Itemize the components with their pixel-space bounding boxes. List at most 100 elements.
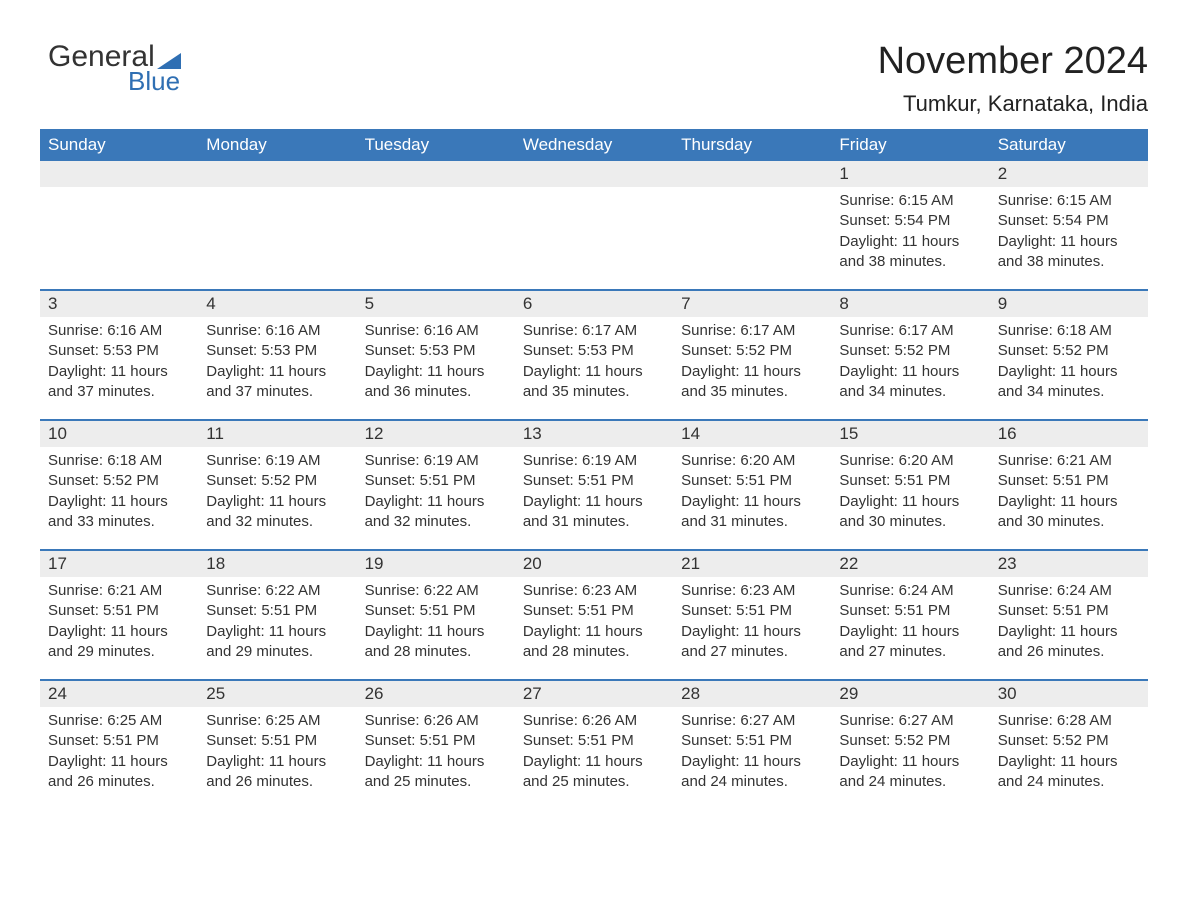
day-cell: 29Sunrise: 6:27 AMSunset: 5:52 PMDayligh… <box>831 681 989 809</box>
calendar: Sunday Monday Tuesday Wednesday Thursday… <box>40 129 1148 809</box>
day-cell: 1Sunrise: 6:15 AMSunset: 5:54 PMDaylight… <box>831 161 989 289</box>
sunset-text: Sunset: 5:52 PM <box>681 341 823 361</box>
day-cell: 27Sunrise: 6:26 AMSunset: 5:51 PMDayligh… <box>515 681 673 809</box>
day-number: 29 <box>831 681 989 707</box>
sunset-text: Sunset: 5:51 PM <box>681 471 823 491</box>
day-details: Sunrise: 6:25 AMSunset: 5:51 PMDaylight:… <box>40 707 198 798</box>
day-details: Sunrise: 6:20 AMSunset: 5:51 PMDaylight:… <box>673 447 831 538</box>
weekday-header: Thursday <box>673 129 831 161</box>
day-cell: 5Sunrise: 6:16 AMSunset: 5:53 PMDaylight… <box>357 291 515 419</box>
day-details: Sunrise: 6:23 AMSunset: 5:51 PMDaylight:… <box>673 577 831 668</box>
day-cell: 23Sunrise: 6:24 AMSunset: 5:51 PMDayligh… <box>990 551 1148 679</box>
weekday-header: Sunday <box>40 129 198 161</box>
day-cell: 25Sunrise: 6:25 AMSunset: 5:51 PMDayligh… <box>198 681 356 809</box>
sunset-text: Sunset: 5:52 PM <box>839 731 981 751</box>
day-details: Sunrise: 6:27 AMSunset: 5:52 PMDaylight:… <box>831 707 989 798</box>
sunrise-text: Sunrise: 6:18 AM <box>48 451 190 471</box>
sunset-text: Sunset: 5:53 PM <box>365 341 507 361</box>
day-number: 10 <box>40 421 198 447</box>
day-details: Sunrise: 6:21 AMSunset: 5:51 PMDaylight:… <box>990 447 1148 538</box>
daylight-text: Daylight: 11 hours and 38 minutes. <box>998 232 1140 273</box>
sunset-text: Sunset: 5:52 PM <box>839 341 981 361</box>
sunrise-text: Sunrise: 6:20 AM <box>681 451 823 471</box>
day-details: Sunrise: 6:27 AMSunset: 5:51 PMDaylight:… <box>673 707 831 798</box>
weekday-header: Wednesday <box>515 129 673 161</box>
sunset-text: Sunset: 5:51 PM <box>523 731 665 751</box>
sunset-text: Sunset: 5:51 PM <box>206 601 348 621</box>
day-cell: 28Sunrise: 6:27 AMSunset: 5:51 PMDayligh… <box>673 681 831 809</box>
day-number: 26 <box>357 681 515 707</box>
week-row: 17Sunrise: 6:21 AMSunset: 5:51 PMDayligh… <box>40 549 1148 679</box>
day-number: 27 <box>515 681 673 707</box>
day-cell: 13Sunrise: 6:19 AMSunset: 5:51 PMDayligh… <box>515 421 673 549</box>
sunrise-text: Sunrise: 6:28 AM <box>998 711 1140 731</box>
day-number: 5 <box>357 291 515 317</box>
day-details: Sunrise: 6:16 AMSunset: 5:53 PMDaylight:… <box>198 317 356 408</box>
sunset-text: Sunset: 5:52 PM <box>48 471 190 491</box>
daylight-text: Daylight: 11 hours and 28 minutes. <box>365 622 507 663</box>
daylight-text: Daylight: 11 hours and 37 minutes. <box>48 362 190 403</box>
sunrise-text: Sunrise: 6:20 AM <box>839 451 981 471</box>
day-cell: 22Sunrise: 6:24 AMSunset: 5:51 PMDayligh… <box>831 551 989 679</box>
sunrise-text: Sunrise: 6:17 AM <box>523 321 665 341</box>
sunrise-text: Sunrise: 6:26 AM <box>365 711 507 731</box>
sunrise-text: Sunrise: 6:21 AM <box>48 581 190 601</box>
day-cell: 16Sunrise: 6:21 AMSunset: 5:51 PMDayligh… <box>990 421 1148 549</box>
sunset-text: Sunset: 5:51 PM <box>365 731 507 751</box>
daylight-text: Daylight: 11 hours and 26 minutes. <box>998 622 1140 663</box>
day-number: 24 <box>40 681 198 707</box>
sunset-text: Sunset: 5:51 PM <box>48 601 190 621</box>
sunrise-text: Sunrise: 6:27 AM <box>681 711 823 731</box>
daylight-text: Daylight: 11 hours and 32 minutes. <box>206 492 348 533</box>
day-details: Sunrise: 6:18 AMSunset: 5:52 PMDaylight:… <box>990 317 1148 408</box>
day-cell: 3Sunrise: 6:16 AMSunset: 5:53 PMDaylight… <box>40 291 198 419</box>
daylight-text: Daylight: 11 hours and 26 minutes. <box>206 752 348 793</box>
sunrise-text: Sunrise: 6:25 AM <box>206 711 348 731</box>
day-number: 1 <box>831 161 989 187</box>
day-number: 7 <box>673 291 831 317</box>
daylight-text: Daylight: 11 hours and 35 minutes. <box>681 362 823 403</box>
weekday-header: Tuesday <box>357 129 515 161</box>
day-cell: 4Sunrise: 6:16 AMSunset: 5:53 PMDaylight… <box>198 291 356 419</box>
daylight-text: Daylight: 11 hours and 25 minutes. <box>523 752 665 793</box>
day-details: Sunrise: 6:17 AMSunset: 5:53 PMDaylight:… <box>515 317 673 408</box>
day-details: Sunrise: 6:25 AMSunset: 5:51 PMDaylight:… <box>198 707 356 798</box>
daylight-text: Daylight: 11 hours and 30 minutes. <box>998 492 1140 533</box>
day-details: Sunrise: 6:18 AMSunset: 5:52 PMDaylight:… <box>40 447 198 538</box>
daylight-text: Daylight: 11 hours and 29 minutes. <box>48 622 190 663</box>
daylight-text: Daylight: 11 hours and 27 minutes. <box>681 622 823 663</box>
daylight-text: Daylight: 11 hours and 33 minutes. <box>48 492 190 533</box>
daylight-text: Daylight: 11 hours and 35 minutes. <box>523 362 665 403</box>
day-number: 21 <box>673 551 831 577</box>
day-number: 25 <box>198 681 356 707</box>
daylight-text: Daylight: 11 hours and 24 minutes. <box>998 752 1140 793</box>
daylight-text: Daylight: 11 hours and 30 minutes. <box>839 492 981 533</box>
sunrise-text: Sunrise: 6:15 AM <box>998 191 1140 211</box>
day-cell <box>515 161 673 289</box>
day-number: 30 <box>990 681 1148 707</box>
day-number: 11 <box>198 421 356 447</box>
day-number <box>40 161 198 187</box>
daylight-text: Daylight: 11 hours and 38 minutes. <box>839 232 981 273</box>
sunrise-text: Sunrise: 6:26 AM <box>523 711 665 731</box>
daylight-text: Daylight: 11 hours and 31 minutes. <box>523 492 665 533</box>
sunset-text: Sunset: 5:51 PM <box>206 731 348 751</box>
week-row: 24Sunrise: 6:25 AMSunset: 5:51 PMDayligh… <box>40 679 1148 809</box>
day-cell: 18Sunrise: 6:22 AMSunset: 5:51 PMDayligh… <box>198 551 356 679</box>
day-number <box>515 161 673 187</box>
day-details: Sunrise: 6:24 AMSunset: 5:51 PMDaylight:… <box>831 577 989 668</box>
day-details: Sunrise: 6:26 AMSunset: 5:51 PMDaylight:… <box>515 707 673 798</box>
sunset-text: Sunset: 5:53 PM <box>523 341 665 361</box>
day-cell: 15Sunrise: 6:20 AMSunset: 5:51 PMDayligh… <box>831 421 989 549</box>
day-details: Sunrise: 6:15 AMSunset: 5:54 PMDaylight:… <box>831 187 989 278</box>
sunrise-text: Sunrise: 6:22 AM <box>365 581 507 601</box>
sunset-text: Sunset: 5:52 PM <box>998 341 1140 361</box>
day-number: 6 <box>515 291 673 317</box>
weekday-header-row: Sunday Monday Tuesday Wednesday Thursday… <box>40 129 1148 161</box>
daylight-text: Daylight: 11 hours and 29 minutes. <box>206 622 348 663</box>
sunrise-text: Sunrise: 6:24 AM <box>998 581 1140 601</box>
sunset-text: Sunset: 5:51 PM <box>365 601 507 621</box>
day-details: Sunrise: 6:19 AMSunset: 5:52 PMDaylight:… <box>198 447 356 538</box>
sunrise-text: Sunrise: 6:16 AM <box>206 321 348 341</box>
sunrise-text: Sunrise: 6:17 AM <box>839 321 981 341</box>
